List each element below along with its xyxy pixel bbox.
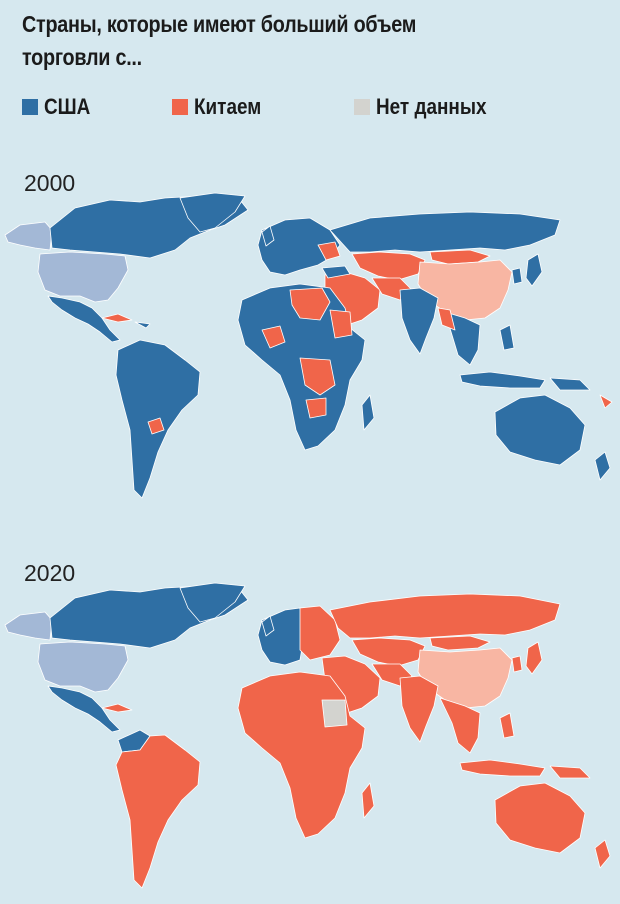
region-madagascar (361, 394, 375, 431)
region-russia (329, 593, 561, 639)
region-pacific-islands (599, 394, 613, 409)
region-south-america (115, 734, 201, 889)
region-india (399, 287, 439, 355)
legend-swatch-china (172, 99, 188, 115)
region-uk (261, 615, 275, 637)
region-australia (494, 782, 586, 854)
region-russia (329, 211, 561, 253)
world-map-2000 (4, 192, 613, 499)
region-png (549, 765, 591, 779)
region-west-africa (261, 325, 286, 349)
region-india (399, 675, 439, 743)
region-alaska (4, 611, 53, 641)
region-mexico-central (47, 685, 121, 733)
region-myanmar-vietnam (437, 307, 456, 331)
region-greenland (179, 582, 246, 623)
region-indonesia (459, 759, 546, 777)
region-mongolia (429, 635, 491, 651)
region-paraguay (147, 417, 165, 435)
region-new-zealand (594, 451, 611, 481)
world-map-2020 (4, 582, 611, 889)
legend-label-china: Китаем (194, 94, 262, 119)
region-indonesia (459, 371, 546, 389)
region-sudan-nodata (321, 699, 348, 728)
year-label-2020: 2020 (24, 560, 76, 586)
region-japan (525, 253, 543, 287)
region-philippines (499, 324, 515, 351)
region-sudan (329, 309, 353, 339)
legend-item-usa: США (22, 94, 98, 120)
region-central-africa (299, 357, 336, 396)
year-label-2000: 2000 (24, 170, 76, 196)
region-greenland (179, 192, 246, 233)
region-uk (261, 225, 275, 247)
region-philippines (499, 712, 515, 739)
region-europe (257, 607, 306, 666)
region-central-asia (351, 637, 426, 667)
region-japan (525, 641, 543, 675)
region-caribbean (134, 321, 151, 329)
region-usa (37, 641, 129, 693)
region-central-asia (351, 251, 426, 281)
region-southern-africa (305, 397, 327, 419)
region-europe (257, 217, 341, 276)
region-belarus-ukraine (317, 241, 341, 261)
region-europe-east (299, 605, 341, 661)
region-cuba (101, 313, 133, 323)
region-cuba (101, 703, 133, 713)
legend-label-usa: США (44, 94, 91, 119)
region-alaska (4, 221, 53, 251)
region-png (549, 377, 591, 391)
region-madagascar (361, 782, 375, 819)
legend-item-nodata: Нет данных (354, 94, 505, 120)
legend-label-nodata: Нет данных (376, 94, 487, 119)
legend-swatch-nodata (354, 99, 370, 115)
legend-item-china: Китаем (172, 94, 272, 120)
region-korea (511, 655, 523, 673)
region-usa (37, 251, 129, 303)
legend-swatch-usa (22, 99, 38, 115)
region-mexico-central (47, 295, 121, 343)
region-australia (494, 394, 586, 466)
region-turkey (321, 265, 351, 279)
chart-title: Страны, которые имеют больший объем торг… (22, 11, 417, 70)
region-africa-north (289, 287, 331, 321)
region-se-asia (439, 697, 481, 754)
region-korea (511, 267, 523, 285)
region-new-zealand (594, 839, 611, 869)
